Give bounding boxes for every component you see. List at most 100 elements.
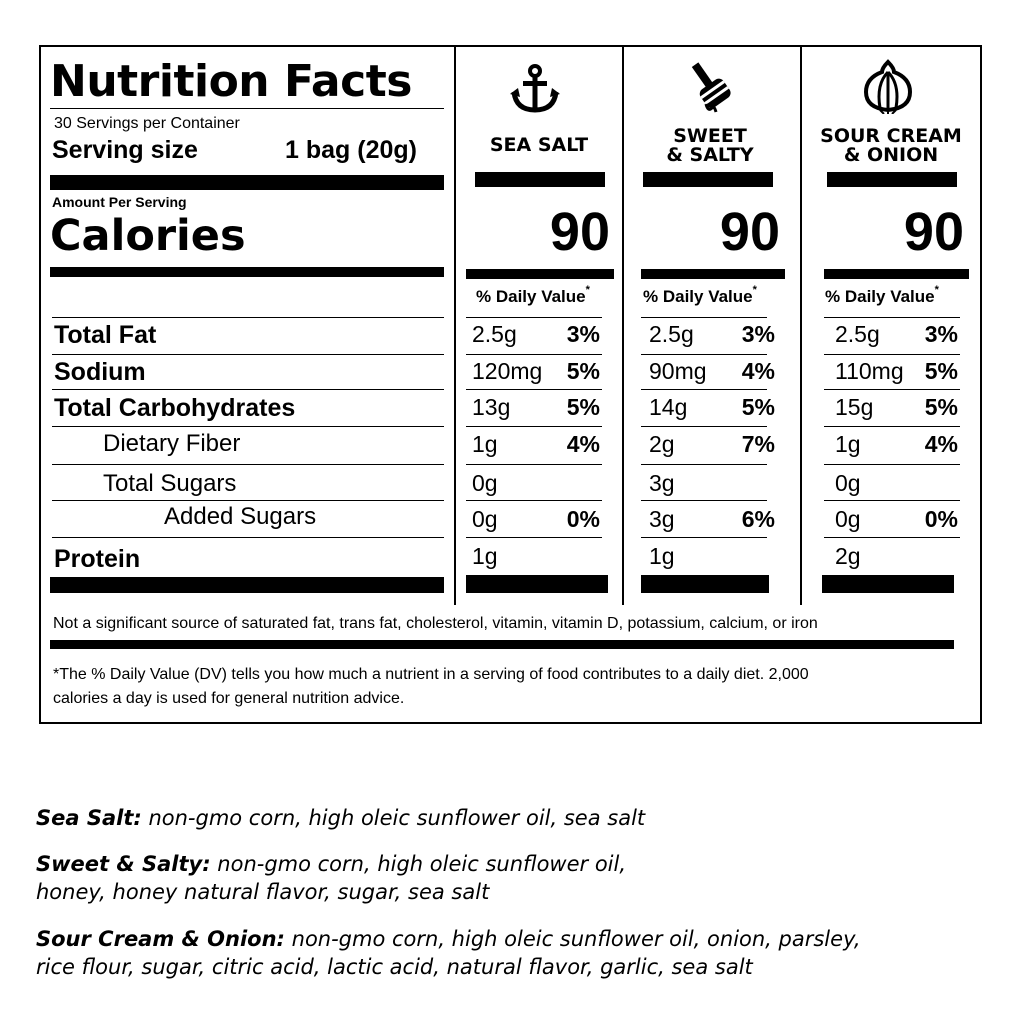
row-rule [824,500,960,501]
nutrient-total-sugars: Total Sugars [103,470,237,497]
row-rule [52,464,444,465]
nutrient-amount: 1g [649,543,675,569]
nutrient-amount: 0g [472,506,498,532]
calories-label: Calories [50,211,246,261]
nutrient-daily-value: 4% [566,431,600,457]
serving-size-value: 1 bag (20g) [285,136,417,164]
flavor-2-name-line1: SWEET [673,125,747,147]
nutrient-amount: 90mg [649,358,707,384]
nutrient-daily-value: 7% [741,431,775,457]
nutrient-dietary-fiber: Dietary Fiber [103,430,241,457]
nutrient-amount: 14g [649,394,688,420]
flavor-1-name: SEA SALT [489,134,589,156]
ingredients-sea-salt: Sea Salt: non-gmo corn, high oleic sunfl… [36,806,646,830]
row-rule [466,464,602,465]
nutrient-daily-value: 0% [924,506,958,532]
row-rule [641,500,767,501]
nutrient-amount: 2g [649,431,675,457]
nutrient-daily-value: 5% [924,358,958,384]
flavor-3-name-line1: SOUR CREAM [820,125,962,147]
ingredients-sweet-salty-line2: honey, honey natural flavor, sugar, sea … [36,880,490,904]
flavor-2-calories-bar [641,269,785,279]
row-rule [52,354,444,355]
flavor-2-daily-value-header: % Daily Value* [643,284,757,306]
nutrient-amount: 15g [835,394,874,420]
footer-bar [50,640,954,649]
nutrient-amount: 1g [472,543,498,569]
flavor-1-bar [475,172,605,187]
nutrient-daily-value: 3% [741,321,775,347]
flavor-1-calories: 90 [549,202,610,262]
row-rule [824,317,960,318]
nutrient-daily-value: 5% [566,358,600,384]
protein-bar [466,575,608,593]
footnote-line-1: *The % Daily Value (DV) tells you how mu… [53,666,809,683]
nutrient-daily-value: 4% [924,431,958,457]
flavor-3-daily-value-header: % Daily Value* [825,284,939,306]
nutrient-daily-value: 6% [741,506,775,532]
row-rule [824,426,960,427]
column-divider [800,45,802,605]
flavor-2-bar [643,172,773,187]
row-rule [641,464,767,465]
onion-icon [863,59,913,114]
column-divider [454,45,456,605]
row-rule [466,317,602,318]
nutrient-daily-value: 4% [741,358,775,384]
row-rule [824,354,960,355]
row-rule [52,389,444,390]
nutrient-amount: 13g [472,394,511,420]
amount-per-serving: Amount Per Serving [52,194,187,210]
row-rule [52,500,444,501]
flavor-2-calories: 90 [719,202,780,262]
row-rule [466,537,602,538]
row-rule [824,389,960,390]
nutrient-amount: 2g [835,543,861,569]
row-rule [824,464,960,465]
protein-bar [641,575,769,593]
flavor-1-daily-value-header: % Daily Value* [476,284,590,306]
nutrient-amount: 0g [835,506,861,532]
label-title: Nutrition Facts [50,56,412,107]
nutrient-daily-value: 0% [566,506,600,532]
serving-bar [50,175,444,190]
row-rule [641,426,767,427]
row-rule [466,389,602,390]
honey-dipper-icon [691,62,731,113]
row-rule [641,537,767,538]
protein-bar [50,577,444,593]
nutrient-daily-value: 5% [741,394,775,420]
title-rule [50,108,444,109]
nutrient-amount: 1g [835,431,861,457]
ingredients-sour-cream-onion-line2: rice flour, sugar, citric acid, lactic a… [36,955,753,979]
nutrient-amount: 110mg [835,358,904,384]
nutrient-daily-value: 3% [924,321,958,347]
flavor-2-name-line2: & SALTY [666,144,754,166]
row-rule [466,354,602,355]
flavor-3-calories: 90 [903,202,964,262]
nutrient-daily-value: 5% [566,394,600,420]
row-rule [641,317,767,318]
nutrient-amount: 2.5g [472,321,517,347]
nutrient-amount: 3g [649,506,675,532]
row-rule [641,389,767,390]
row-rule [52,426,444,427]
nutrient-total-fat: Total Fat [54,321,157,349]
not-significant-note: Not a significant source of saturated fa… [53,615,818,632]
row-rule [466,500,602,501]
nutrient-amount: 120mg [472,358,543,384]
nutrition-label [39,45,982,724]
nutrient-added-sugars: Added Sugars [164,503,317,530]
row-rule [52,317,444,318]
flavor-3-name-line2: & ONION [843,144,939,166]
footnote-line-2: calories a day is used for general nutri… [53,690,405,707]
nutrient-amount: 2.5g [835,321,880,347]
servings-per-container: 30 Servings per Container [54,115,240,132]
nutrient-daily-value: 3% [566,321,600,347]
flavor-1-calories-bar [466,269,614,279]
row-rule [641,354,767,355]
ingredients-sweet-salty: Sweet & Salty: non-gmo corn, high oleic … [36,852,627,876]
nutrient-protein: Protein [54,545,141,573]
row-rule [824,537,960,538]
serving-size-label: Serving size [52,136,198,164]
